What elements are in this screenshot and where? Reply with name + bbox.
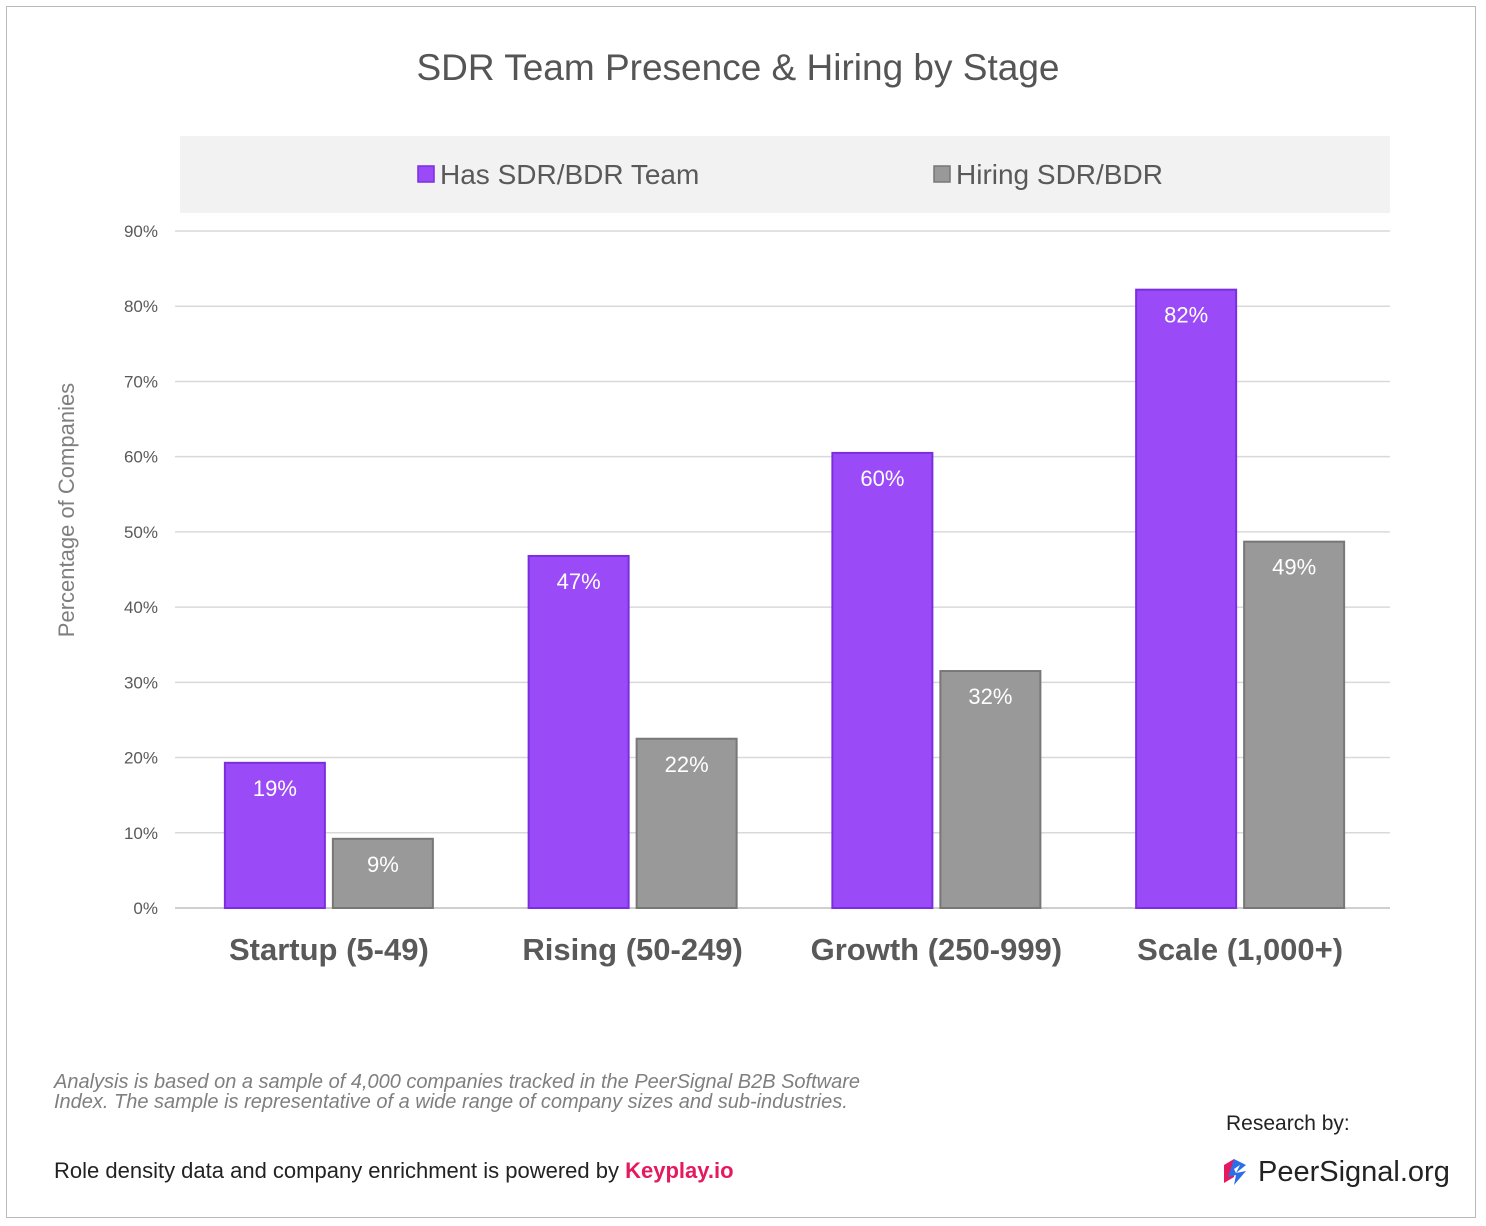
powered-by-text: Role density data and company enrichment…	[54, 1158, 619, 1183]
keyplay-link[interactable]: Keyplay.io	[625, 1158, 734, 1183]
y-tick-label: 90%	[124, 222, 158, 241]
y-tick-label: 30%	[124, 673, 158, 692]
y-axis-ticks: 0% 10% 20% 30% 40% 50% 60% 70% 80% 90%	[124, 222, 158, 918]
x-tick-label: Growth (250-999)	[811, 932, 1063, 967]
footnote: Analysis is based on a sample of 4,000 c…	[54, 1071, 861, 1113]
data-label: 19%	[253, 776, 297, 801]
bar	[527, 554, 630, 910]
bar	[1243, 540, 1346, 909]
research-by-label: Research by:	[1226, 1112, 1350, 1135]
y-tick-label: 10%	[124, 824, 158, 843]
data-label: 82%	[1164, 303, 1208, 328]
peersignal-logo: PeerSignal.org	[1222, 1154, 1450, 1190]
bar	[831, 451, 934, 909]
y-tick-label: 80%	[124, 297, 158, 316]
y-tick-label: 0%	[133, 899, 158, 918]
powered-by-line: Role density data and company enrichment…	[54, 1158, 734, 1184]
x-tick-label: Scale (1,000+)	[1137, 932, 1343, 967]
bar	[331, 837, 434, 909]
legend: Has SDR/BDR Team Hiring SDR/BDR	[417, 159, 1163, 190]
legend-swatch	[417, 165, 435, 183]
data-label: 22%	[665, 752, 709, 777]
x-axis-categories: Startup (5-49) Rising (50-249) Growth (250…	[229, 932, 1343, 967]
legend-label: Hiring SDR/BDR	[956, 159, 1163, 190]
y-tick-label: 40%	[124, 598, 158, 617]
y-tick-label: 70%	[124, 372, 158, 391]
chart-title: SDR Team Presence & Hiring by Stage	[416, 47, 1059, 88]
data-label: 47%	[557, 569, 601, 594]
legend-swatch	[933, 165, 951, 183]
x-tick-label: Startup (5-49)	[229, 932, 429, 967]
data-label: 9%	[367, 852, 399, 877]
data-label: 60%	[860, 466, 904, 491]
data-label: 32%	[968, 684, 1012, 709]
y-tick-label: 20%	[124, 749, 158, 768]
x-tick-label: Rising (50-249)	[522, 932, 743, 967]
peersignal-logo-icon	[1224, 1159, 1246, 1185]
peersignal-logo-text: PeerSignal.org	[1258, 1155, 1450, 1188]
bar	[1135, 288, 1238, 909]
legend-box	[180, 136, 1390, 213]
bar	[635, 737, 738, 909]
legend-label: Has SDR/BDR Team	[440, 159, 699, 190]
bars: 19% 9% 47% 22% 60% 32% 82% 49%	[223, 288, 1346, 910]
y-tick-label: 50%	[124, 523, 158, 542]
y-axis-label: Percentage of Companies	[54, 383, 79, 637]
bar	[223, 761, 326, 909]
bar	[939, 670, 1042, 909]
y-tick-label: 60%	[124, 448, 158, 467]
data-label: 49%	[1272, 555, 1316, 580]
